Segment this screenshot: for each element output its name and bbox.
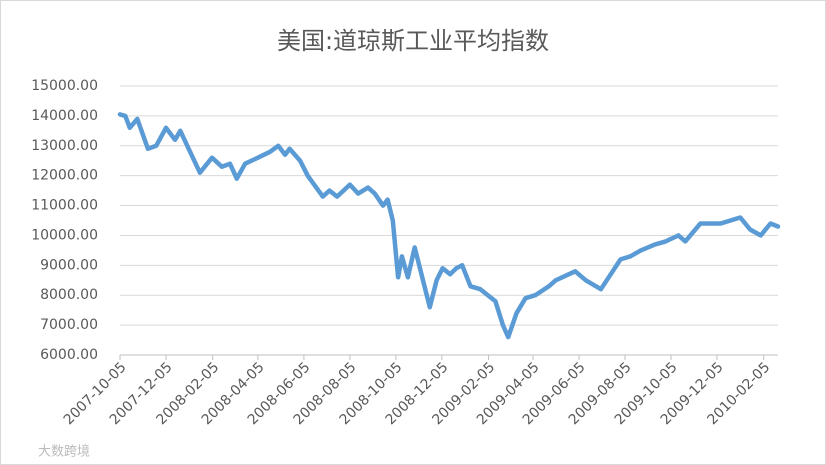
chart-title: 美国:道琼斯工业平均指数 bbox=[277, 27, 549, 55]
y-tick-label: 14000.00 bbox=[31, 108, 98, 124]
y-tick-label: 9000.00 bbox=[40, 257, 98, 273]
y-tick-label: 8000.00 bbox=[40, 287, 98, 303]
y-tick-label: 6000.00 bbox=[40, 347, 98, 363]
y-tick-label: 12000.00 bbox=[31, 168, 98, 184]
y-tick-label: 11000.00 bbox=[31, 198, 98, 214]
y-tick-label: 13000.00 bbox=[31, 138, 98, 154]
y-tick-label: 7000.00 bbox=[40, 317, 98, 333]
watermark: 大数跨境 bbox=[38, 445, 90, 460]
line-series bbox=[117, 112, 781, 340]
y-tick-label: 15000.00 bbox=[31, 78, 98, 94]
y-tick-label: 10000.00 bbox=[31, 227, 98, 243]
